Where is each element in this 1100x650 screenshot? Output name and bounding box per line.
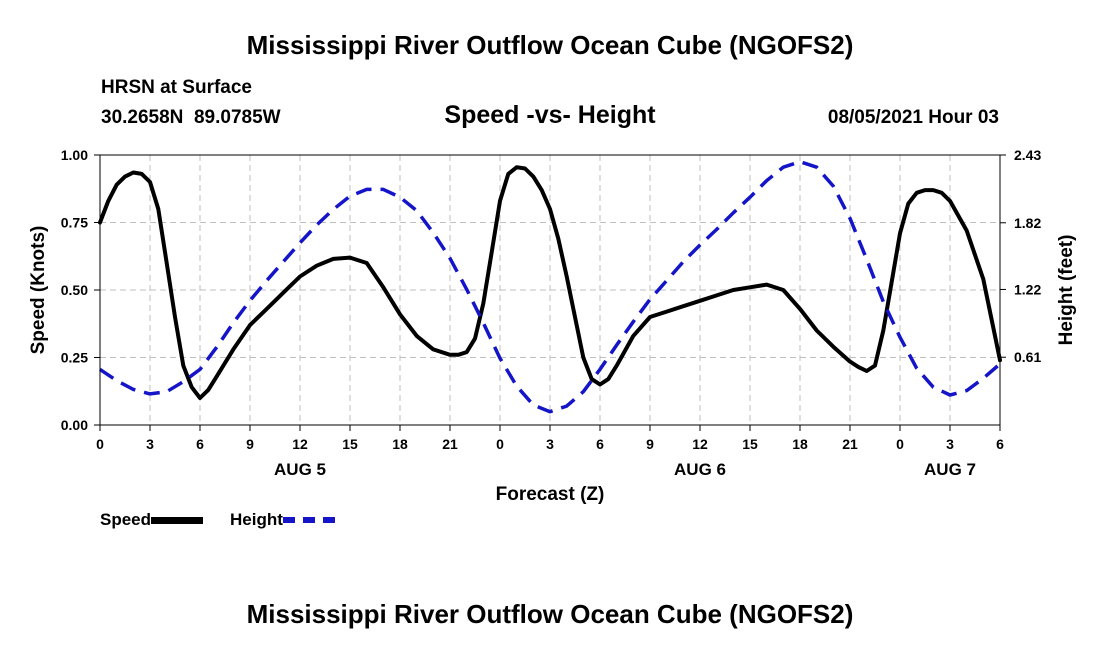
- plot-frame: [99, 154, 1001, 426]
- x-tick-label: 18: [392, 436, 408, 452]
- legend-speed: Speed: [100, 510, 204, 530]
- x-tick-label: 15: [742, 436, 758, 452]
- forecast-datetime: 08/05/2021 Hour 03: [827, 107, 999, 128]
- x-tick-label: 12: [292, 436, 308, 452]
- station-coordinates: 30.2658N 89.0785W: [101, 107, 281, 128]
- y-axis-title: Speed (Knots): [28, 226, 49, 355]
- y2-tick-label: 2.43: [1014, 147, 1041, 163]
- x-tick-label: 9: [646, 436, 654, 452]
- x-tick-label: 3: [546, 436, 554, 452]
- chart-title: Mississippi River Outflow Ocean Cube (NG…: [246, 30, 854, 60]
- x-tick-label: 12: [692, 436, 708, 452]
- x-tick-label: 6: [196, 436, 204, 452]
- station-name: HRSN at Surface: [101, 77, 252, 98]
- x-axis-title: Forecast (Z): [496, 484, 605, 505]
- footer-title: Mississippi River Outflow Ocean Cube (NG…: [246, 599, 854, 629]
- legend-height-swatch: [282, 517, 335, 523]
- x-tick-label: 18: [792, 436, 808, 452]
- x-tick-label: 0: [896, 436, 904, 452]
- x-tick-label: 6: [996, 436, 1004, 452]
- y-tick-label: 0.25: [61, 350, 88, 366]
- height-series-line: [99, 159, 1002, 414]
- day-label: AUG 7: [924, 460, 976, 479]
- y-tick-label: 1.00: [61, 147, 88, 163]
- x-tick-label: 0: [96, 436, 104, 452]
- chart-subtitle: Speed -vs- Height: [444, 101, 656, 129]
- x-tick-label: 9: [246, 436, 254, 452]
- y2-tick-label: 0.61: [1014, 349, 1041, 365]
- y-tick-label: 0.75: [61, 215, 88, 231]
- legend-speed-label: Speed: [100, 510, 152, 529]
- x-tick-label: 21: [842, 436, 858, 452]
- x-tick-label: 15: [342, 436, 358, 452]
- y2-tick-label: 1.82: [1014, 215, 1041, 231]
- y2-axis-title: Height (feet): [1056, 235, 1077, 346]
- legend-speed-swatch: [151, 516, 204, 524]
- x-tick-label: 3: [946, 436, 954, 452]
- legend-height-label: Height: [230, 510, 283, 529]
- x-tick-label: 3: [146, 436, 154, 452]
- x-tick-label: 0: [496, 436, 504, 452]
- legend-height: Height: [230, 510, 335, 530]
- y2-tick-label: 1.22: [1014, 281, 1041, 297]
- y-tick-label: 0.00: [61, 417, 88, 433]
- day-label: AUG 5: [274, 460, 326, 479]
- x-tick-label: 21: [442, 436, 458, 452]
- y-tick-label: 0.50: [61, 282, 88, 298]
- x-tick-label: 6: [596, 436, 604, 452]
- day-label: AUG 6: [674, 460, 726, 479]
- speed-series-line: [98, 165, 1002, 400]
